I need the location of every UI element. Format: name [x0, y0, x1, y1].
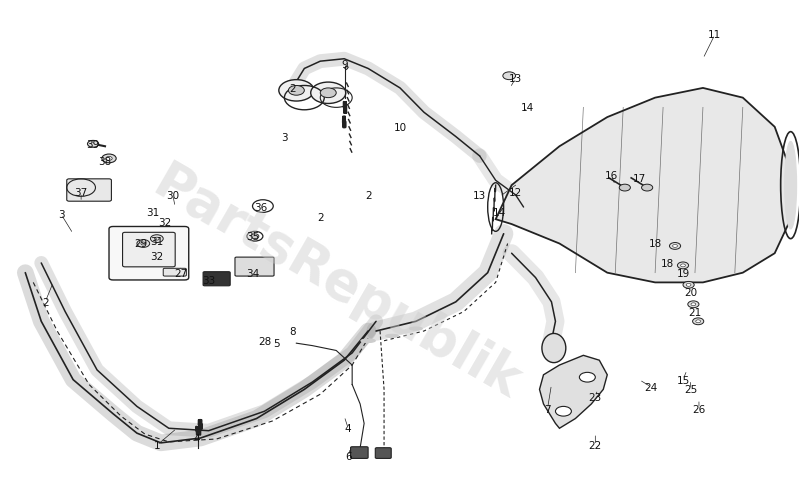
- Circle shape: [678, 263, 689, 269]
- Text: 25: 25: [684, 385, 698, 395]
- Circle shape: [154, 238, 159, 241]
- Text: 35: 35: [246, 232, 259, 242]
- Circle shape: [279, 81, 314, 102]
- Text: 5: 5: [273, 339, 280, 348]
- Text: 2: 2: [289, 84, 296, 94]
- Text: 1: 1: [154, 440, 160, 450]
- Text: 3: 3: [281, 132, 288, 142]
- Circle shape: [696, 320, 701, 323]
- FancyBboxPatch shape: [203, 272, 230, 286]
- Circle shape: [688, 301, 699, 308]
- FancyBboxPatch shape: [66, 180, 111, 202]
- Circle shape: [683, 282, 694, 288]
- Text: 36: 36: [254, 203, 267, 213]
- Circle shape: [503, 73, 515, 81]
- Text: 32: 32: [150, 251, 163, 261]
- Text: 22: 22: [589, 440, 602, 450]
- Text: 8: 8: [289, 326, 296, 336]
- Text: 7: 7: [544, 404, 550, 414]
- Text: 12: 12: [509, 188, 522, 198]
- Text: 16: 16: [605, 171, 618, 181]
- Ellipse shape: [410, 327, 422, 330]
- Circle shape: [691, 303, 696, 306]
- Text: 2: 2: [42, 297, 49, 307]
- Circle shape: [681, 264, 686, 267]
- FancyBboxPatch shape: [235, 258, 274, 277]
- Circle shape: [137, 240, 150, 248]
- Circle shape: [670, 243, 681, 250]
- Text: 3: 3: [58, 210, 65, 220]
- Circle shape: [102, 155, 116, 163]
- Text: 4: 4: [345, 424, 351, 433]
- Text: 29: 29: [134, 239, 147, 249]
- Text: 18: 18: [649, 239, 662, 249]
- FancyBboxPatch shape: [163, 269, 186, 277]
- Text: 13: 13: [473, 190, 486, 201]
- Text: 13: 13: [509, 74, 522, 84]
- Ellipse shape: [542, 334, 566, 363]
- Text: 26: 26: [692, 404, 706, 414]
- Circle shape: [579, 372, 595, 382]
- Text: 4: 4: [194, 433, 200, 443]
- Text: 37: 37: [74, 188, 88, 198]
- Text: 2: 2: [365, 190, 371, 201]
- Ellipse shape: [386, 335, 398, 338]
- Text: 6: 6: [345, 451, 351, 462]
- Circle shape: [642, 185, 653, 192]
- Text: 11: 11: [708, 30, 722, 41]
- Text: PartsRepublik: PartsRepublik: [143, 157, 529, 409]
- Text: 23: 23: [589, 392, 602, 402]
- Circle shape: [555, 407, 571, 416]
- Circle shape: [310, 83, 346, 104]
- Text: 10: 10: [394, 122, 406, 133]
- Text: 24: 24: [645, 382, 658, 392]
- Text: 19: 19: [676, 268, 690, 278]
- Circle shape: [686, 284, 691, 287]
- Circle shape: [150, 235, 163, 243]
- Ellipse shape: [785, 142, 797, 229]
- FancyBboxPatch shape: [375, 448, 391, 458]
- Text: 15: 15: [676, 375, 690, 385]
- Text: 17: 17: [633, 174, 646, 183]
- Circle shape: [619, 185, 630, 192]
- Circle shape: [320, 89, 336, 99]
- Text: 38: 38: [98, 157, 112, 166]
- Text: 32: 32: [158, 217, 171, 227]
- Circle shape: [251, 234, 259, 239]
- Text: 28: 28: [258, 336, 271, 346]
- Text: 34: 34: [246, 268, 259, 278]
- FancyBboxPatch shape: [109, 227, 189, 281]
- Text: 18: 18: [661, 259, 674, 268]
- Circle shape: [141, 243, 146, 245]
- Ellipse shape: [361, 339, 375, 343]
- Circle shape: [693, 318, 704, 325]
- Text: 30: 30: [166, 190, 179, 201]
- FancyBboxPatch shape: [122, 233, 175, 267]
- Polygon shape: [496, 89, 790, 283]
- Text: 33: 33: [202, 275, 215, 285]
- Circle shape: [288, 86, 304, 96]
- Text: 31: 31: [150, 237, 163, 246]
- Text: 20: 20: [685, 287, 698, 298]
- Polygon shape: [539, 356, 607, 428]
- Text: 14: 14: [493, 207, 506, 218]
- Text: 14: 14: [521, 103, 534, 113]
- Circle shape: [87, 141, 98, 148]
- FancyBboxPatch shape: [350, 447, 368, 458]
- Text: 21: 21: [688, 307, 702, 317]
- Text: 9: 9: [341, 60, 347, 69]
- Circle shape: [106, 157, 112, 161]
- Circle shape: [673, 245, 678, 248]
- Text: 27: 27: [174, 268, 187, 278]
- Text: 31: 31: [146, 207, 159, 218]
- Text: 2: 2: [317, 212, 323, 223]
- Text: 39: 39: [86, 140, 100, 149]
